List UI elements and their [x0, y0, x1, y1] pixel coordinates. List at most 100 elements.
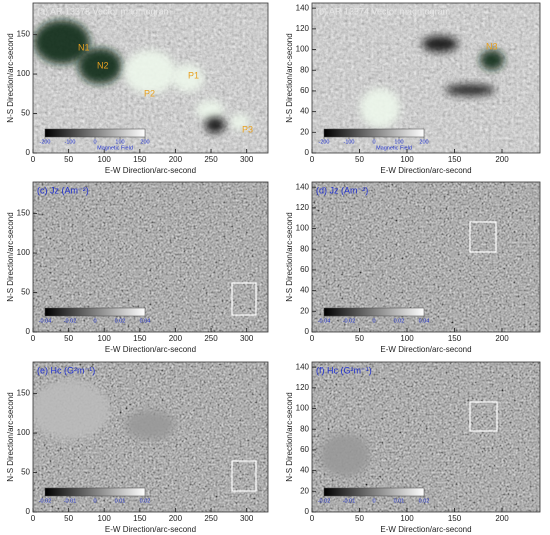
y-tick-label: 140 [296, 3, 310, 12]
region-box [469, 221, 497, 253]
x-axis-label: E-W Direction/arc-second [105, 345, 196, 354]
x-tick-label: 200 [495, 334, 509, 343]
colorbar [44, 128, 146, 138]
colorbar-tick-label: -200 [39, 139, 50, 145]
y-tick-label: 100 [17, 428, 31, 437]
y-tick-label: 150 [17, 30, 31, 39]
frame [32, 2, 269, 154]
x-axis-label: E-W Direction/arc-second [380, 525, 471, 534]
colorbar-tick-label: -0.02 [39, 498, 52, 504]
map-feature [124, 50, 176, 94]
colorbar-tick-label: 0 [372, 139, 375, 145]
map-feature [125, 410, 175, 440]
x-axis-label: E-W Direction/arc-second [105, 166, 196, 175]
map-image [312, 362, 540, 512]
colorbar-tick-label: 0 [93, 318, 96, 324]
x-tick-label: 150 [133, 155, 147, 164]
colorbar-tick-label: 0.01 [115, 498, 126, 504]
y-tick-label: 0 [26, 327, 31, 336]
y-tick-label: 40 [300, 286, 309, 295]
x-tick-label: 250 [204, 514, 218, 523]
colorbar-tick-label: -100 [343, 139, 354, 145]
frame [32, 361, 269, 513]
y-tick-label: 0 [26, 507, 31, 516]
x-tick-label: 150 [448, 334, 462, 343]
panel: 0 50 100 150 200 0 20 40 60 80 100 120 140 E-W Direct… [285, 361, 541, 534]
colorbar [323, 128, 425, 138]
y-axis-label: N-S Direction/arc-second [285, 33, 294, 122]
x-tick-label: 300 [240, 155, 254, 164]
x-tick-label: 200 [169, 155, 183, 164]
x-tick-label: 50 [355, 514, 364, 523]
y-tick-label: 120 [296, 383, 310, 392]
map-feature [196, 100, 224, 120]
colorbar-tick-label: 200 [419, 139, 428, 145]
panel-title: (b) AR 13374 Vector magntogram [316, 6, 450, 16]
colorbar-tick-label: -200 [318, 139, 329, 145]
panel: 0 50 100 150 200 250 300 0 50 100 150 E-W Direction… [6, 2, 269, 175]
colorbar [44, 307, 146, 317]
region-box [231, 460, 257, 492]
colorbar-label: Magnetic Field [376, 145, 412, 151]
y-tick-label: 20 [300, 127, 309, 136]
x-tick-label: 0 [31, 514, 36, 523]
map-feature [480, 50, 504, 70]
x-tick-label: 150 [133, 334, 147, 343]
y-tick-label: 20 [300, 306, 309, 315]
x-tick-label: 150 [448, 514, 462, 523]
region-box [231, 282, 257, 316]
colorbar-tick-label: 0.02 [115, 318, 126, 324]
y-tick-label: 140 [296, 182, 310, 191]
x-tick-label: 200 [169, 514, 183, 523]
x-tick-label: 200 [495, 514, 509, 523]
region-label: N1 [78, 42, 90, 52]
colorbar [44, 487, 146, 497]
map-feature [230, 114, 250, 130]
colorbar-tick-label: 0 [372, 498, 375, 504]
y-tick-label: 50 [21, 468, 30, 477]
y-tick-label: 80 [300, 424, 309, 433]
x-tick-label: 100 [400, 514, 414, 523]
colorbar-tick-label: 100 [115, 139, 124, 145]
colorbar-tick-label: 200 [140, 139, 149, 145]
y-tick-label: 100 [296, 45, 310, 54]
y-tick-label: 60 [300, 86, 309, 95]
y-axis-label: N-S Direction/arc-second [6, 392, 15, 481]
panel: 0 50 100 150 200 250 300 0 50 100 150 E-W Direction… [6, 181, 269, 354]
x-tick-label: 250 [204, 334, 218, 343]
colorbar-tick-label: 0 [372, 318, 375, 324]
panel-title: (f) Hc (G²m⁻¹) [316, 365, 372, 375]
frame [32, 181, 269, 333]
x-tick-label: 200 [169, 334, 183, 343]
frame [311, 2, 541, 154]
y-tick-label: 0 [305, 327, 310, 336]
x-tick-label: 100 [98, 155, 112, 164]
x-tick-label: 150 [448, 155, 462, 164]
y-tick-label: 80 [300, 65, 309, 74]
x-tick-label: 50 [355, 334, 364, 343]
colorbar-tick-label: 0.02 [394, 318, 405, 324]
map-feature [205, 117, 225, 133]
colorbar-tick-label: 0.02 [419, 498, 430, 504]
panel: 0 50 100 150 200 0 20 40 60 80 100 120 140 E-W Direct… [285, 181, 541, 354]
y-axis-label: N-S Direction/arc-second [285, 212, 294, 301]
map-feature [78, 48, 122, 84]
map-feature [320, 433, 370, 477]
x-tick-label: 0 [31, 155, 36, 164]
x-tick-label: 100 [98, 514, 112, 523]
x-tick-label: 300 [240, 514, 254, 523]
region-label: P1 [188, 70, 199, 80]
y-axis-label: N-S Direction/arc-second [6, 33, 15, 122]
colorbar-tick-label: -100 [64, 139, 75, 145]
x-tick-label: 100 [98, 334, 112, 343]
colorbar-tick-label: -0.04 [39, 318, 52, 324]
colorbar-label: Magnetic Field [97, 145, 133, 151]
colorbar [323, 487, 425, 497]
x-axis-label: E-W Direction/arc-second [380, 345, 471, 354]
region-box [469, 401, 498, 432]
y-tick-label: 150 [17, 209, 31, 218]
panel: 0 50 100 150 200 0 20 40 60 80 100 120 140 E-W Direct… [285, 2, 541, 175]
panel: 0 50 100 150 200 250 300 0 50 100 150 E-W Direction… [6, 361, 269, 534]
y-tick-label: 60 [300, 265, 309, 274]
